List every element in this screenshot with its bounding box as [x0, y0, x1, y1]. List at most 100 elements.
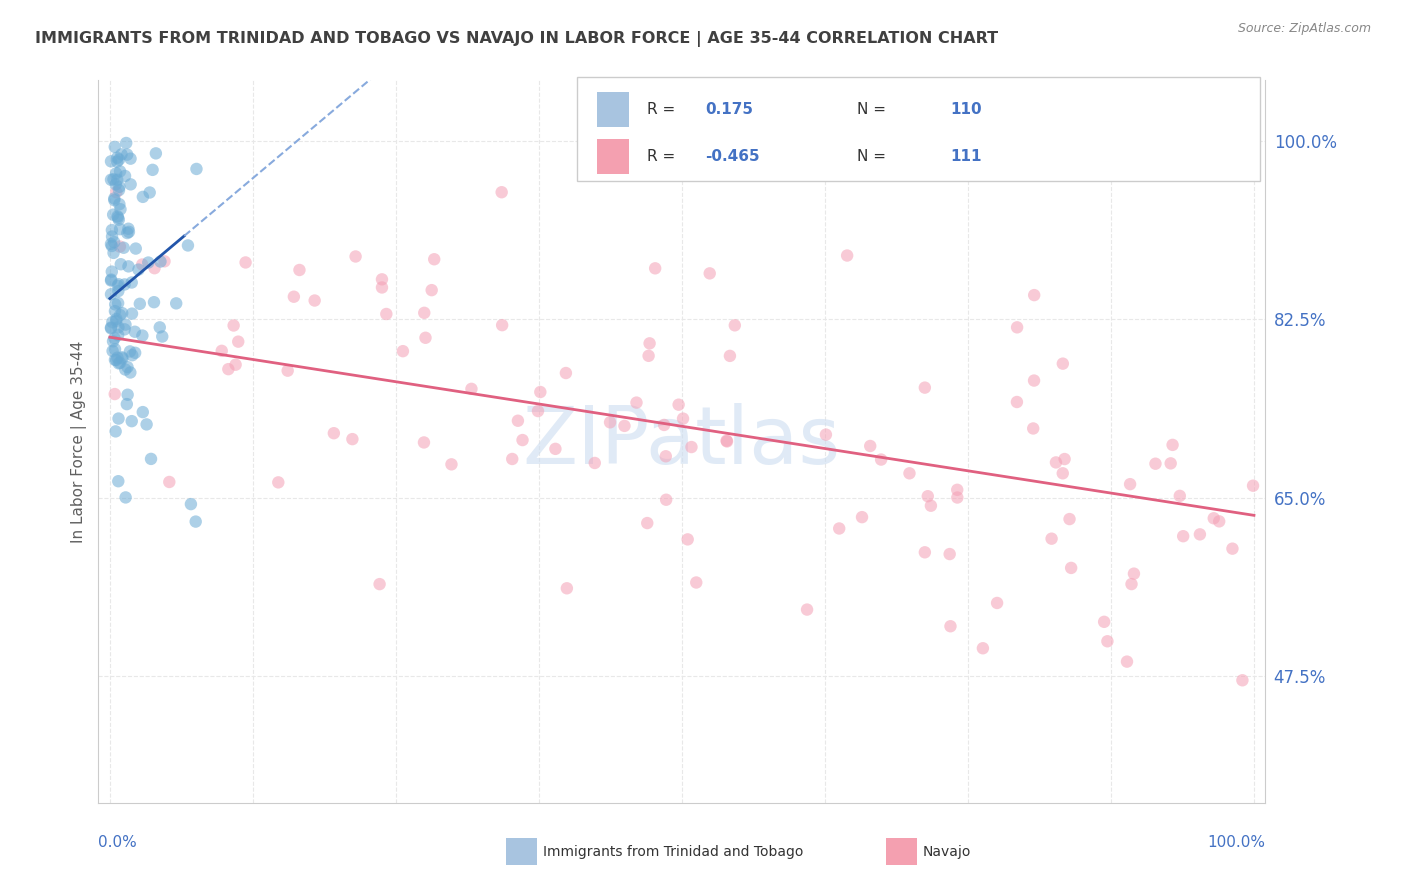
Point [121, 348, 143, 362]
Point [501, 452, 523, 467]
Point [898, 467, 921, 481]
Text: 100.0%: 100.0% [1208, 836, 1265, 850]
Point [1232, 673, 1254, 688]
Point [149, 254, 172, 268]
Point [107, 278, 129, 293]
Point [107, 277, 129, 292]
Point [100, 154, 122, 169]
Point [114, 322, 136, 336]
Point [105, 353, 128, 368]
Point [107, 212, 129, 227]
Point [235, 255, 257, 269]
Point [277, 364, 299, 378]
Text: 110: 110 [950, 102, 981, 117]
Point [828, 521, 851, 535]
Text: ZIPatlas: ZIPatlas [523, 402, 841, 481]
Point [104, 343, 127, 357]
Point [652, 417, 675, 432]
Point [104, 140, 127, 154]
Point [1022, 421, 1045, 435]
Point [108, 197, 131, 211]
Point [105, 185, 128, 199]
Point [413, 435, 436, 450]
Point [103, 193, 125, 207]
Point [105, 151, 128, 165]
Point [415, 331, 437, 345]
Point [138, 186, 160, 200]
Text: Navajo: Navajo [922, 845, 970, 859]
Point [120, 178, 142, 192]
Point [111, 306, 134, 320]
Point [644, 261, 666, 276]
Point [1121, 577, 1143, 591]
Point [115, 136, 138, 150]
Point [217, 362, 239, 376]
Point [1208, 514, 1230, 528]
Point [211, 343, 233, 358]
Point [1188, 527, 1211, 541]
Point [851, 510, 873, 524]
Point [554, 366, 576, 380]
Point [142, 162, 165, 177]
Point [124, 325, 146, 339]
Point [716, 434, 738, 448]
Point [104, 297, 127, 311]
Point [506, 414, 529, 428]
Point [105, 154, 128, 169]
Point [107, 474, 129, 488]
Point [1045, 455, 1067, 469]
Bar [596, 139, 630, 174]
Bar [596, 92, 630, 127]
Point [1202, 511, 1225, 525]
Point [716, 434, 738, 449]
Point [676, 533, 699, 547]
Point [110, 202, 132, 217]
Point [108, 164, 131, 178]
Text: Immigrants from Trinidad and Tobago: Immigrants from Trinidad and Tobago [543, 845, 803, 859]
Point [101, 239, 124, 253]
Point [108, 222, 131, 236]
Point [118, 344, 141, 359]
Point [920, 499, 942, 513]
Text: -0.465: -0.465 [706, 149, 759, 164]
Point [724, 318, 747, 333]
Point [423, 252, 446, 267]
Point [322, 426, 344, 441]
Point [637, 349, 659, 363]
Point [117, 360, 139, 375]
Point [117, 388, 139, 402]
Point [121, 307, 143, 321]
Point [112, 241, 135, 255]
Point [120, 152, 142, 166]
Point [986, 596, 1008, 610]
Point [100, 173, 122, 187]
Point [108, 308, 131, 322]
Point [288, 263, 311, 277]
Point [132, 190, 155, 204]
Point [672, 411, 695, 425]
Point [108, 239, 131, 253]
Point [117, 226, 139, 240]
Point [165, 296, 187, 310]
Point [342, 432, 364, 446]
Point [460, 382, 482, 396]
Point [131, 258, 153, 272]
Point [1022, 374, 1045, 388]
Point [105, 351, 128, 365]
Point [859, 439, 882, 453]
Point [104, 178, 127, 192]
Text: N =: N = [856, 149, 891, 164]
Point [491, 185, 513, 199]
Point [1097, 634, 1119, 648]
Point [114, 169, 136, 183]
Point [796, 602, 818, 616]
Point [914, 545, 936, 559]
Point [626, 395, 648, 409]
Point [837, 248, 859, 262]
Point [283, 290, 305, 304]
Point [125, 242, 148, 256]
Point [413, 306, 436, 320]
Point [136, 255, 159, 269]
Y-axis label: In Labor Force | Age 35-44: In Labor Force | Age 35-44 [72, 341, 87, 542]
Point [512, 433, 534, 447]
